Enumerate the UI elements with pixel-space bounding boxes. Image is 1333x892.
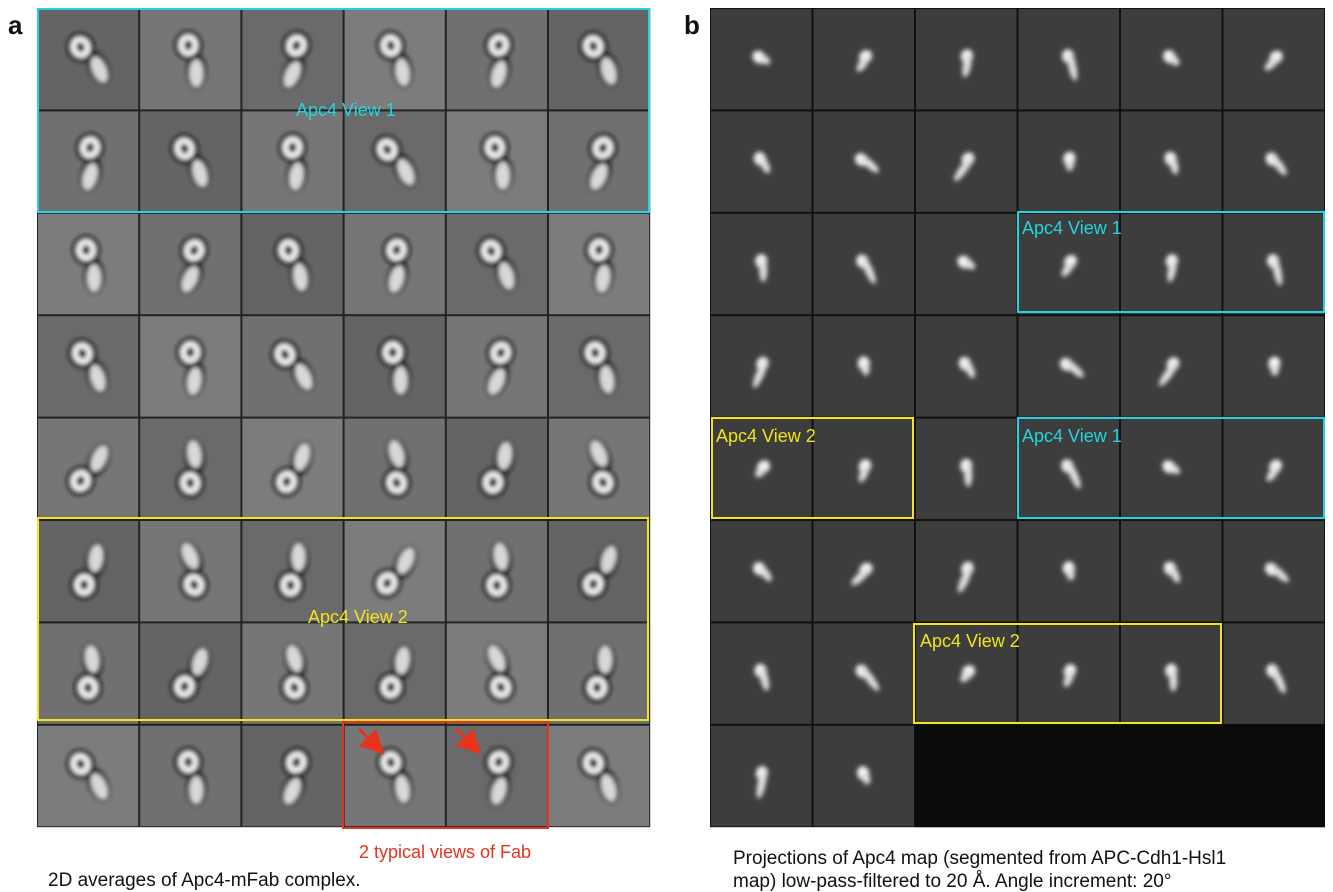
figure: a b Apc4 View 1 Apc4 View 2 2 typical vi…	[0, 0, 1333, 892]
particle-part	[496, 162, 510, 190]
empty-cell	[1120, 725, 1223, 827]
particle-part	[964, 463, 972, 487]
particle-part	[759, 258, 767, 282]
particle-part	[292, 543, 306, 571]
particle-part	[87, 264, 101, 292]
particle-part	[287, 580, 295, 590]
box-label: Apc4 View 1	[296, 100, 396, 120]
panel-letter: b	[684, 10, 700, 40]
particle-part	[1067, 568, 1075, 580]
particle-part	[389, 347, 397, 357]
particle-part	[593, 683, 601, 693]
particle-part	[394, 366, 408, 394]
panel-letter: a	[8, 10, 23, 40]
box-label: Apc4 View 2	[308, 607, 408, 627]
empty-cell	[915, 725, 1018, 827]
particle-part	[184, 757, 192, 767]
empty-cell	[1223, 725, 1326, 827]
caption: map) low-pass-filtered to 20 Å. Angle in…	[733, 871, 1171, 892]
particle-part	[862, 363, 870, 375]
caption: 2D averages of Apc4-mFab complex.	[48, 870, 361, 891]
empty-cell	[1018, 725, 1121, 827]
particle-part	[189, 59, 203, 87]
particle-part	[184, 40, 192, 50]
fab-label: 2 typical views of Fab	[359, 842, 531, 862]
box-label: Apc4 View 2	[920, 631, 1020, 651]
box-label: Apc4 View 2	[716, 426, 816, 446]
particle-part	[491, 143, 499, 153]
panel-a-grid	[37, 8, 650, 827]
box-label: Apc4 View 1	[1022, 426, 1122, 446]
particle-part	[598, 646, 612, 674]
particle-part	[82, 245, 90, 255]
particle-part	[189, 776, 203, 804]
particle-part	[1169, 668, 1177, 692]
box-label: Apc4 View 1	[1022, 218, 1122, 238]
caption: Projections of Apc4 map (segmented from …	[733, 848, 1226, 869]
